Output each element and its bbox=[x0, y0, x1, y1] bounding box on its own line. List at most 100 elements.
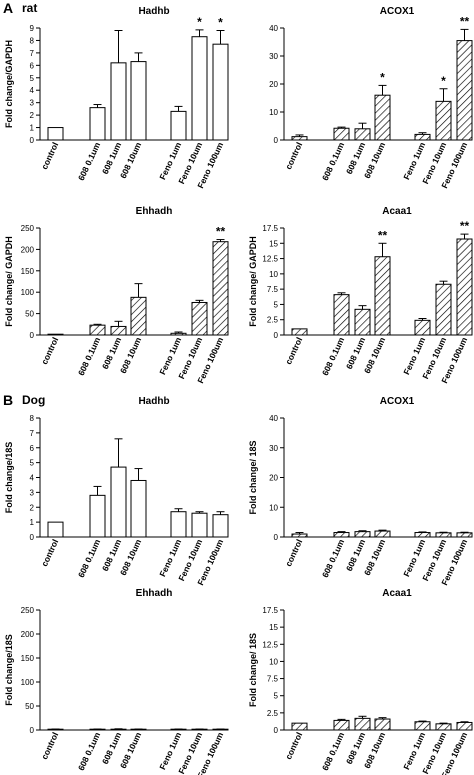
chart-7-ytick-label: 150 bbox=[21, 654, 35, 663]
chart-6-title: ACOX1 bbox=[380, 396, 415, 407]
chart-4-bar bbox=[354, 308, 371, 336]
chart-4-bar bbox=[414, 319, 431, 336]
chart-1-ytick-label: 2 bbox=[30, 111, 35, 120]
chart-8-ylabel: Fold change/ 18S bbox=[248, 633, 258, 707]
chart-3-title: Ehhadh bbox=[136, 206, 173, 217]
chart-8-bar bbox=[291, 722, 308, 731]
chart-7-category-label: control bbox=[39, 731, 60, 761]
chart-7-ytick-label: 250 bbox=[21, 606, 35, 615]
chart-8-ytick-label: 0 bbox=[274, 726, 279, 735]
chart-8-ytick-label: 17.5 bbox=[262, 606, 278, 615]
chart-6-ytick-label: 40 bbox=[269, 414, 278, 423]
chart-8-title: Acaa1 bbox=[382, 588, 412, 599]
chart-5-bar bbox=[47, 521, 64, 538]
chart-8-bar bbox=[414, 721, 431, 731]
chart-3-ytick-label: 100 bbox=[21, 288, 35, 297]
chart-4-bar bbox=[333, 294, 350, 336]
chart-1-annotation: * bbox=[218, 15, 223, 29]
chart-2-ytick-label: 10 bbox=[269, 108, 278, 117]
chart-5-ytick-label: 1 bbox=[30, 518, 35, 527]
chart-6-bar bbox=[354, 531, 371, 538]
chart-2-category-label: control bbox=[283, 141, 304, 171]
chart-3-annotation: ** bbox=[216, 225, 226, 239]
chart-5-bar bbox=[130, 479, 147, 538]
chart-1-title: Hadhb bbox=[138, 6, 169, 17]
chart-4-annotation: ** bbox=[460, 219, 470, 233]
chart-1-ytick-label: 8 bbox=[30, 36, 35, 45]
chart-3-category-label: control bbox=[39, 336, 60, 366]
chart-5-title: Hadhb bbox=[138, 396, 169, 407]
chart-3-category-label: 608 0.1um bbox=[76, 335, 103, 377]
chart-7-bar bbox=[110, 728, 127, 731]
chart-6-category-label: control bbox=[283, 538, 304, 568]
chart-1-category-label: control bbox=[39, 141, 60, 171]
chart-3-ylabel: Fold change/ GAPDH bbox=[4, 236, 14, 327]
chart-5-ytick-label: 7 bbox=[30, 429, 35, 438]
chart-5-bar bbox=[110, 466, 127, 538]
chart-2-annotation: * bbox=[441, 74, 446, 88]
chart-8-bar bbox=[435, 723, 452, 731]
chart-1-ytick-label: 6 bbox=[30, 61, 35, 70]
chart-8-ytick-label: 2.5 bbox=[267, 709, 279, 718]
chart-1-bar bbox=[47, 127, 64, 141]
chart-1-ytick-label: 7 bbox=[30, 49, 35, 58]
chart-3-bar bbox=[89, 324, 106, 336]
chart-2-bar bbox=[414, 133, 431, 141]
chart-3-bar bbox=[110, 325, 127, 336]
chart-5-ytick-label: 8 bbox=[30, 414, 35, 423]
chart-4-annotation: ** bbox=[378, 228, 388, 242]
chart-1-ylabel: Fold change/GAPDH bbox=[4, 40, 14, 128]
chart-3-bar bbox=[212, 241, 229, 336]
chart-5-bar bbox=[212, 514, 229, 538]
chart-8-bar bbox=[333, 719, 350, 731]
chart-1-annotation: * bbox=[197, 15, 202, 29]
chart-5-ytick-label: 4 bbox=[30, 474, 35, 483]
chart-2-bar bbox=[291, 136, 308, 141]
chart-6-bar bbox=[374, 530, 391, 538]
chart-7-ytick-label: 200 bbox=[21, 630, 35, 639]
chart-6-ytick-label: 0 bbox=[274, 533, 279, 542]
chart-4-ytick-label: 0 bbox=[274, 331, 279, 340]
chart-1-bar bbox=[170, 110, 187, 141]
chart-3-bar bbox=[130, 296, 147, 336]
chart-5-ytick-label: 3 bbox=[30, 488, 35, 497]
chart-6-bar bbox=[291, 533, 308, 538]
chart-8-ytick-label: 12.5 bbox=[262, 640, 278, 649]
chart-8-bar bbox=[354, 717, 371, 731]
chart-3-bar bbox=[191, 301, 208, 336]
chart-1-bar bbox=[110, 62, 127, 141]
chart-8-bar bbox=[374, 718, 391, 731]
chart-2-bar bbox=[456, 40, 473, 141]
chart-2-bar bbox=[435, 100, 452, 141]
chart-1-ytick-label: 3 bbox=[30, 99, 35, 108]
chart-4-ylabel: Fold change/ GAPDH bbox=[248, 236, 258, 327]
chart-6-ylabel: Fold change/ 18S bbox=[248, 440, 258, 514]
chart-4-bar bbox=[435, 283, 452, 336]
chart-5-bar bbox=[89, 494, 106, 538]
chart-4-ytick-label: 2.5 bbox=[267, 316, 279, 325]
chart-1-ytick-label: 9 bbox=[30, 24, 35, 33]
chart-2-bar bbox=[374, 94, 391, 141]
chart-7-category-label: 608 0.1um bbox=[76, 730, 103, 772]
chart-5-ytick-label: 2 bbox=[30, 503, 35, 512]
chart-3-ytick-label: 50 bbox=[25, 310, 34, 319]
chart-8-ytick-label: 5 bbox=[274, 692, 279, 701]
chart-5-ytick-label: 5 bbox=[30, 459, 35, 468]
chart-4-ytick-label: 5 bbox=[274, 300, 279, 309]
chart-2-ytick-label: 30 bbox=[269, 52, 278, 61]
chart-1-ytick-label: 0 bbox=[30, 136, 35, 145]
chart-3-ytick-label: 250 bbox=[21, 224, 35, 233]
chart-1-ytick-label: 5 bbox=[30, 74, 35, 83]
chart-5-ytick-label: 0 bbox=[30, 533, 35, 542]
chart-5-ylabel: Fold change/18S bbox=[4, 442, 14, 514]
chart-8-ytick-label: 7.5 bbox=[267, 675, 279, 684]
panel-b-letter: B bbox=[3, 392, 14, 408]
chart-5-bar bbox=[170, 511, 187, 538]
chart-4-bar bbox=[291, 328, 308, 336]
chart-6-ytick-label: 20 bbox=[269, 474, 278, 483]
chart-1-bar bbox=[89, 107, 106, 141]
chart-3-ytick-label: 150 bbox=[21, 267, 35, 276]
chart-3-ytick-label: 200 bbox=[21, 245, 35, 254]
chart-4-category-label: 608 0.1um bbox=[320, 335, 347, 377]
